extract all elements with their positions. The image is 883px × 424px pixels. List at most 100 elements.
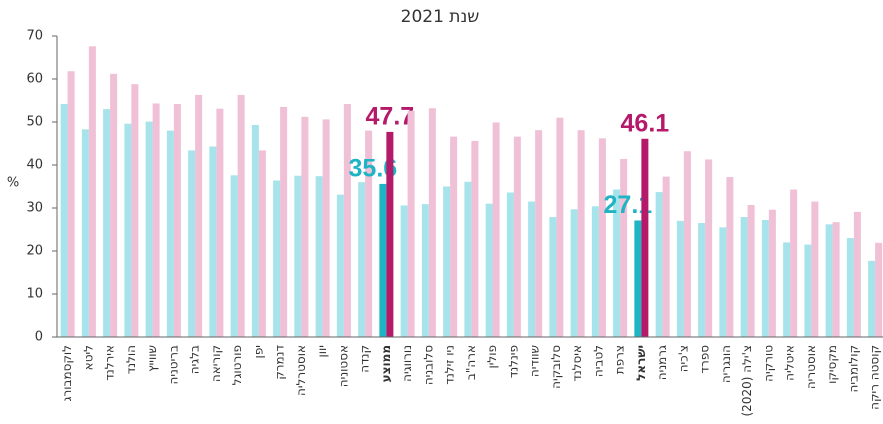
- y-tick-label: 20: [26, 244, 43, 259]
- x-tick-label: סלובקיה: [549, 345, 563, 389]
- bar: [173, 103, 181, 337]
- x-tick-label: ניו זילנד: [443, 345, 457, 385]
- bar: [492, 122, 500, 338]
- bar: [868, 260, 876, 337]
- bar: [188, 150, 196, 337]
- bar: [641, 138, 649, 337]
- bar: [804, 244, 812, 337]
- bar: [620, 158, 628, 337]
- bar: [783, 242, 791, 337]
- value-label: 46.1: [621, 109, 670, 137]
- bar: [464, 181, 472, 337]
- bar: [761, 220, 769, 337]
- y-tick-label: 10: [26, 287, 43, 302]
- x-tick-label: יפן: [251, 345, 265, 358]
- x-tick-label: ישראל: [634, 345, 648, 381]
- bar: [428, 108, 436, 338]
- y-tick-label: 60: [26, 72, 43, 87]
- bar: [577, 130, 585, 337]
- x-tick-label: שווייץ: [145, 345, 159, 372]
- bar: [591, 206, 599, 337]
- bar: [570, 209, 578, 337]
- bar: [216, 108, 224, 337]
- x-tick-label: פולין: [485, 345, 499, 369]
- x-tick-label: ממוצע: [379, 345, 393, 382]
- bar: [740, 217, 748, 337]
- y-tick-label: 30: [26, 201, 43, 216]
- bar: [145, 121, 153, 337]
- bar: [790, 189, 798, 337]
- bar: [258, 150, 266, 337]
- bar: [598, 138, 606, 337]
- y-tick-label: 70: [26, 29, 43, 44]
- bar: [322, 119, 330, 337]
- bar: [81, 129, 89, 337]
- bar: [549, 217, 557, 337]
- x-tick-label: איסלנד: [570, 345, 584, 382]
- bar: [719, 227, 727, 337]
- bar: [471, 140, 479, 337]
- bar: [230, 175, 238, 337]
- bar: [485, 203, 493, 337]
- bar: [209, 146, 217, 337]
- x-tick-label: איטליה: [783, 345, 797, 381]
- bar: [315, 176, 323, 337]
- bar: [379, 183, 387, 337]
- x-tick-label: צ'ילה (2020): [740, 345, 754, 417]
- bar: [407, 110, 415, 337]
- x-tick-label: פורטוגל: [230, 345, 244, 385]
- bar: [400, 205, 408, 337]
- bar: [528, 201, 536, 337]
- bar: [166, 130, 174, 337]
- bar: [421, 204, 429, 337]
- bar: [280, 106, 288, 337]
- y-tick-label: 40: [26, 158, 43, 173]
- x-tick-label: ספרד: [698, 345, 712, 374]
- bar: [273, 180, 281, 337]
- bar: [846, 238, 854, 337]
- bar: [768, 209, 776, 337]
- bar: [747, 204, 755, 337]
- x-tick-label: אירלנד: [103, 345, 117, 381]
- bar: [60, 103, 68, 337]
- bar: [506, 192, 514, 337]
- bar: [103, 109, 111, 337]
- x-tick-label: אוסטריה: [804, 345, 818, 389]
- bar: [676, 220, 684, 337]
- x-tick-label: ליטא: [81, 345, 95, 370]
- x-tick-label: יוון: [315, 345, 329, 358]
- bar: [88, 46, 96, 337]
- bar: [825, 224, 833, 337]
- x-tick-label: הולנד: [124, 345, 138, 374]
- x-tick-label: נורווגיה: [400, 345, 414, 382]
- x-tick-label: בריטניה: [166, 345, 180, 385]
- x-tick-label: קוריאה: [209, 345, 223, 382]
- bar: [195, 94, 203, 337]
- x-tick-label: סלובניה: [421, 345, 435, 385]
- x-tick-label: לוקסמבורג: [60, 345, 74, 401]
- x-tick-label: הונגריה: [719, 345, 733, 383]
- y-tick-label: 0: [35, 330, 43, 345]
- y-axis-label: %: [7, 176, 19, 191]
- x-tick-label: שוודיה: [528, 345, 542, 377]
- bar: [853, 211, 861, 337]
- bar: [683, 151, 691, 337]
- y-tick-label: 50: [26, 115, 43, 130]
- bar: [237, 94, 245, 337]
- x-tick-label: אסטוניה: [336, 345, 350, 387]
- bar: [131, 84, 139, 337]
- bar: [613, 189, 621, 337]
- bar: [662, 176, 670, 337]
- x-tick-label: פינלנד: [506, 345, 520, 378]
- x-tick-label: מקסיקו: [825, 345, 839, 384]
- x-tick-label: דנמרק: [273, 345, 287, 380]
- x-tick-label: קולומביה: [846, 345, 860, 392]
- x-tick-label: קוסטה ריקה: [868, 345, 882, 410]
- bar: [110, 73, 118, 337]
- bar: [358, 182, 366, 337]
- chart-title: שנת 2021: [401, 7, 480, 27]
- x-tick-label: צ'כיה: [676, 345, 690, 372]
- x-tick-label: קנדה: [358, 345, 372, 373]
- bar: [875, 242, 883, 337]
